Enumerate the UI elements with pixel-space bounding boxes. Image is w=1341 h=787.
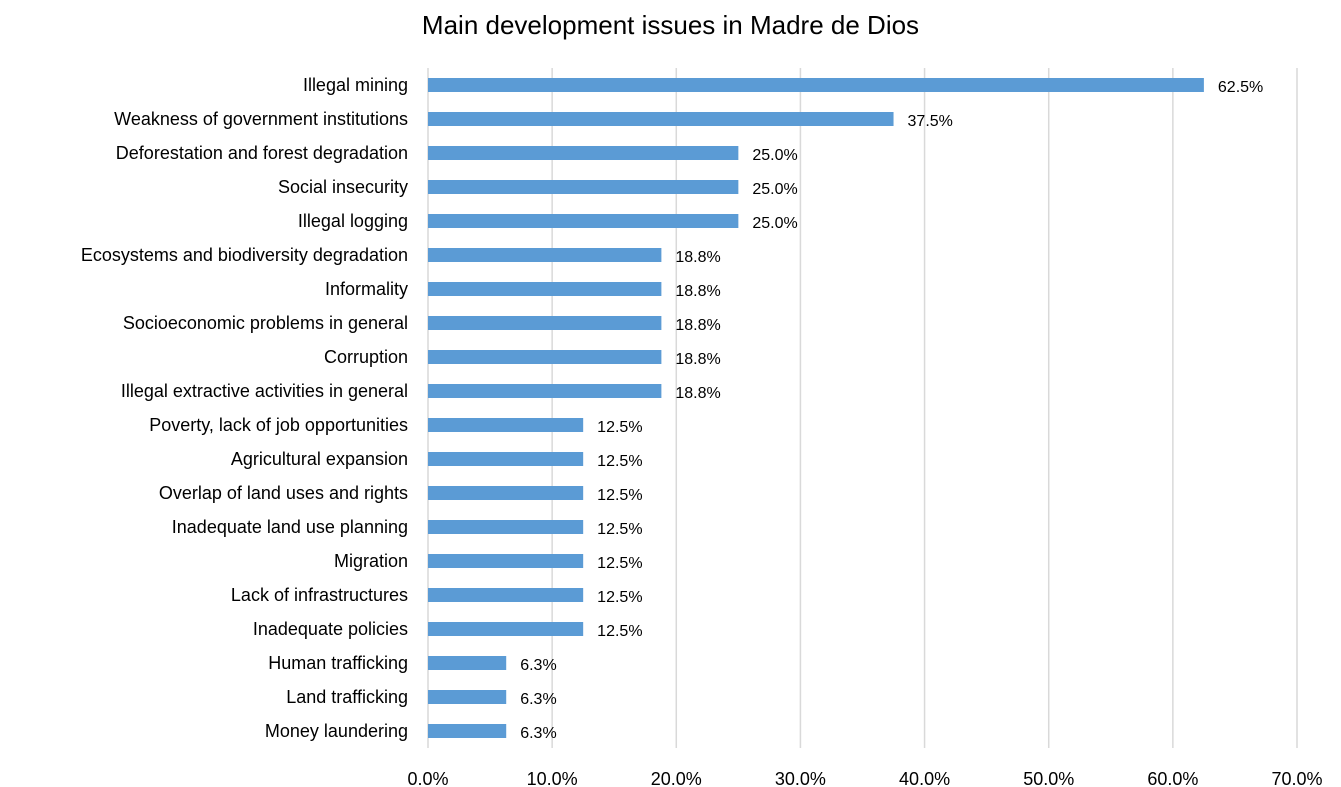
data-labels: 62.5% 37.5% 25.0% 25.0% 25.0% 18.8% 18.8% 18.8%… — [520, 79, 1263, 742]
data-label: 18.8% — [675, 283, 720, 300]
category-label: Illegal extractive activities in general — [121, 381, 408, 401]
bar — [428, 350, 662, 364]
category-label: Ecosystems and biodiversity degradation — [81, 245, 408, 265]
category-label: Social insecurity — [278, 177, 408, 197]
x-tick-label: 20.0% — [651, 769, 702, 787]
x-tick-label: 10.0% — [527, 769, 578, 787]
data-label: 25.0% — [752, 147, 797, 164]
data-label: 6.3% — [520, 725, 556, 742]
bar — [428, 146, 739, 160]
bar — [428, 520, 584, 534]
category-label: Illegal mining — [303, 75, 408, 95]
category-label: Inadequate policies — [253, 619, 408, 639]
category-label: Inadequate land use planning — [172, 517, 408, 537]
category-label: Lack of infrastructures — [231, 585, 408, 605]
data-label: 12.5% — [597, 555, 642, 572]
x-tick-label: 50.0% — [1023, 769, 1074, 787]
category-label: Human trafficking — [268, 653, 408, 673]
data-label: 12.5% — [597, 589, 642, 606]
bar — [428, 486, 584, 500]
data-label: 25.0% — [752, 181, 797, 198]
bars — [428, 78, 1204, 738]
data-label: 6.3% — [520, 691, 556, 708]
category-label: Socioeconomic problems in general — [123, 313, 408, 333]
bar — [428, 690, 507, 704]
bar — [428, 554, 584, 568]
bar — [428, 588, 584, 602]
category-label: Deforestation and forest degradation — [116, 143, 408, 163]
data-label: 12.5% — [597, 487, 642, 504]
data-label: 12.5% — [597, 419, 642, 436]
x-tick-label: 70.0% — [1271, 769, 1322, 787]
category-label: Illegal logging — [298, 211, 408, 231]
bar — [428, 112, 894, 126]
bar — [428, 452, 584, 466]
data-label: 62.5% — [1218, 79, 1263, 96]
data-label: 18.8% — [675, 249, 720, 266]
bar — [428, 78, 1204, 92]
category-label: Migration — [334, 551, 408, 571]
category-label: Informality — [325, 279, 408, 299]
category-label: Weakness of government institutions — [114, 109, 408, 129]
x-tick-label: 40.0% — [899, 769, 950, 787]
category-label: Land trafficking — [286, 687, 408, 707]
bar — [428, 656, 507, 670]
gridlines — [427, 68, 1298, 748]
x-tick-label: 60.0% — [1147, 769, 1198, 787]
category-label: Agricultural expansion — [231, 449, 408, 469]
bar — [428, 622, 584, 636]
bar — [428, 418, 584, 432]
bar — [428, 180, 739, 194]
data-label: 12.5% — [597, 623, 642, 640]
category-labels: Illegal mining Weakness of government ins… — [81, 75, 408, 741]
category-label: Money laundering — [265, 721, 408, 741]
data-label: 18.8% — [675, 317, 720, 334]
bar — [428, 282, 662, 296]
category-label: Overlap of land uses and rights — [159, 483, 408, 503]
data-label: 37.5% — [908, 113, 953, 130]
chart-title: Main development issues in Madre de Dios — [421, 10, 920, 40]
x-tick-label: 0.0% — [407, 769, 448, 787]
data-label: 18.8% — [675, 351, 720, 368]
category-label: Poverty, lack of job opportunities — [149, 415, 408, 435]
x-axis-tick-labels: 0.0% 10.0% 20.0% 30.0% 40.0% 50.0% 60.0% 70.0% — [407, 769, 1322, 787]
bar — [428, 384, 662, 398]
category-label: Corruption — [324, 347, 408, 367]
bar — [428, 724, 507, 738]
bar — [428, 316, 662, 330]
data-label: 25.0% — [752, 215, 797, 232]
x-tick-label: 30.0% — [775, 769, 826, 787]
data-label: 12.5% — [597, 453, 642, 470]
data-label: 12.5% — [597, 521, 642, 538]
data-label: 6.3% — [520, 657, 556, 674]
bar — [428, 248, 662, 262]
data-label: 18.8% — [675, 385, 720, 402]
bar — [428, 214, 739, 228]
